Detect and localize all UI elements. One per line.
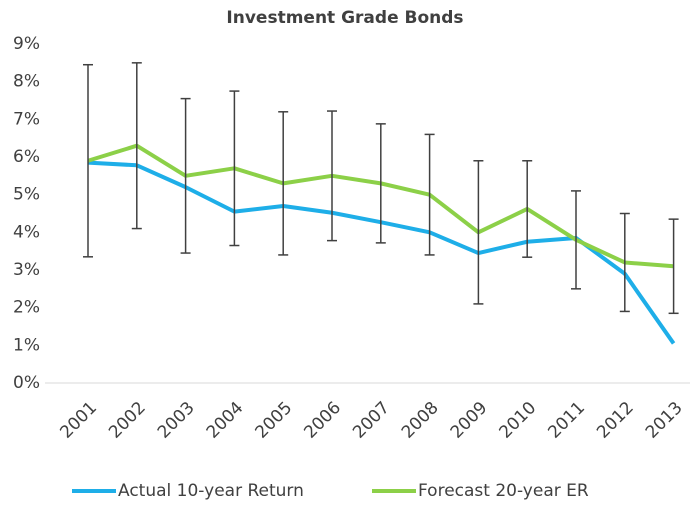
legend-label: Actual 10-year Return — [118, 481, 304, 501]
x-tick-label: 2009 — [447, 398, 492, 443]
y-tick-label: 0% — [13, 373, 40, 393]
x-tick-label: 2002 — [105, 398, 150, 443]
y-tick-label: 1% — [13, 335, 40, 355]
y-tick-label: 4% — [13, 222, 40, 242]
chart-title: Investment Grade Bonds — [226, 8, 463, 28]
y-tick-label: 9% — [13, 34, 40, 54]
x-tick-label: 2003 — [154, 398, 199, 443]
x-tick-label: 2006 — [300, 398, 345, 443]
x-tick-label: 2013 — [642, 398, 687, 443]
y-tick-label: 6% — [13, 147, 40, 167]
x-tick-label: 2008 — [398, 398, 443, 443]
y-tick-label: 5% — [13, 185, 40, 205]
x-tick-label: 2001 — [56, 398, 101, 443]
x-tick-label: 2007 — [349, 398, 394, 443]
x-tick-label: 2010 — [496, 398, 541, 443]
y-tick-label: 3% — [13, 260, 40, 280]
y-tick-label: 2% — [13, 298, 40, 318]
y-tick-label: 8% — [13, 72, 40, 92]
x-tick-label: 2011 — [544, 398, 589, 443]
y-tick-label: 7% — [13, 109, 40, 129]
x-tick-label: 2004 — [203, 398, 248, 443]
x-tick-label: 2005 — [252, 398, 297, 443]
x-tick-label: 2012 — [593, 398, 638, 443]
legend-label: Forecast 20-year ER — [418, 481, 589, 501]
